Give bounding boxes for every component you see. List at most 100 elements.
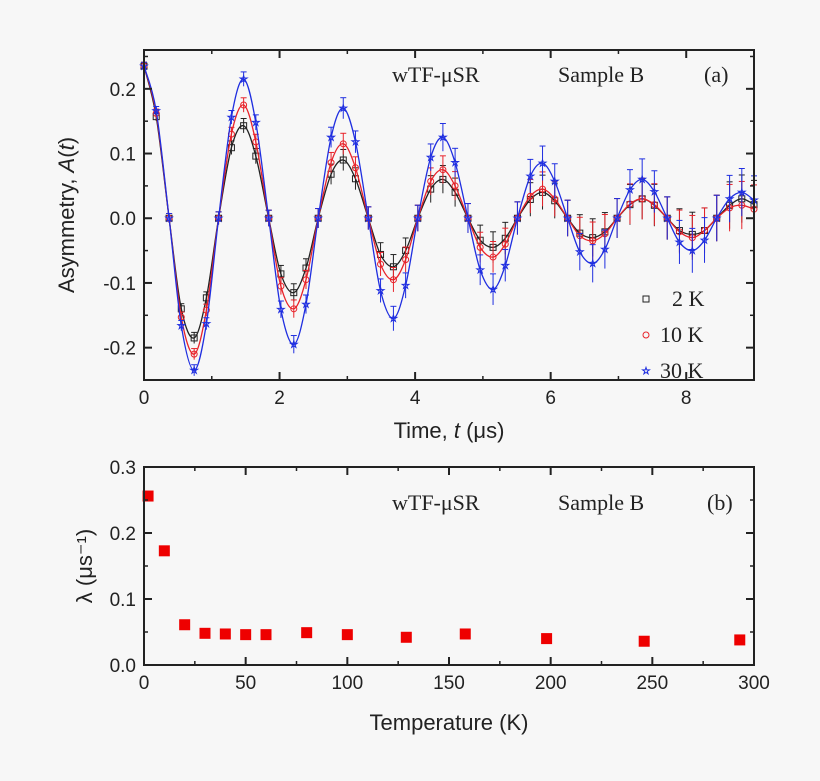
data-point-30k [313, 212, 324, 223]
y-label-var: A [54, 158, 79, 175]
y-tick-label: 0.1 [110, 145, 136, 166]
data-point-30k [525, 170, 536, 181]
x-tick-label: 8 [681, 388, 692, 409]
data-point-30k [724, 193, 735, 203]
data-point-10k [451, 182, 459, 190]
x-tick-label: 150 [433, 673, 465, 694]
x-tick-label: 4 [410, 388, 421, 409]
data-point-2k [240, 122, 248, 130]
x-label-var: t [454, 418, 461, 443]
data-point-30k [226, 112, 237, 122]
data-point-10k [339, 140, 347, 148]
panel-a-x-axis-label: Time, t (μs) [394, 418, 505, 443]
lambda-data-point [301, 627, 313, 639]
lambda-data-point [400, 631, 412, 643]
data-point-30k [699, 234, 710, 245]
data-point-30k [250, 117, 261, 127]
x-label-text: Time, [394, 418, 454, 443]
y-label-text: Asymmetry, [54, 172, 79, 293]
data-point-30k [201, 318, 212, 328]
lambda-data-point [240, 629, 252, 641]
legend-marker-10k [642, 331, 650, 339]
legend-marker-2k [642, 295, 650, 303]
data-point-10k [501, 240, 509, 248]
legend-label-2k: 2 K [672, 286, 705, 311]
y-tick-label: 0.3 [110, 458, 136, 479]
data-point-30k [412, 212, 423, 223]
fit-curve-2k [143, 66, 755, 339]
lambda-data-point [541, 633, 553, 645]
y-label-paren-close: ) [54, 137, 79, 144]
data-point-10k [377, 260, 385, 268]
data-point-30k [649, 186, 660, 196]
data-point-30k [338, 102, 349, 113]
panel-b-y-axis-label: λ (μs⁻¹) [72, 529, 97, 603]
panel-a-data [139, 60, 759, 376]
legend: 2 K 10 K 30 K [641, 286, 705, 383]
legend-label-10k: 10 K [660, 322, 704, 347]
panel-b: 0 50 100 150 200 250 300 0.0 0.1 0.2 0.3 wTF-μSR S… [72, 458, 770, 735]
data-point-30k [275, 304, 286, 314]
lambda-data-point [734, 634, 746, 646]
panel-a-y-axis-label: Asymmetry, A(t) [54, 137, 79, 293]
panel-a-label: (a) [704, 62, 728, 87]
data-point-30k [574, 246, 585, 257]
data-point-10k [539, 185, 547, 193]
x-tick-label: 2 [274, 388, 285, 409]
x-label-unit: (μs) [460, 418, 504, 443]
data-point-2k [339, 156, 347, 164]
data-point-30k [711, 212, 722, 223]
data-point-10k [402, 256, 410, 264]
data-point-30k [475, 264, 486, 275]
data-point-10k [202, 306, 210, 314]
lambda-data-point [219, 628, 231, 640]
panel-b-annotation-method: wTF-μSR [392, 490, 480, 515]
panel-b-data [142, 490, 746, 647]
data-point-30k [549, 176, 560, 186]
x-tick-label: 6 [545, 388, 556, 409]
data-point-10k [240, 101, 248, 109]
y-tick-label: -0.2 [103, 339, 136, 360]
y-tick-label: -0.1 [103, 274, 136, 295]
panel-b-ticks: 0 50 100 150 200 250 300 0.0 0.1 0.2 0.3 [110, 458, 770, 694]
data-point-10k [589, 237, 597, 245]
data-point-10k [476, 243, 484, 251]
legend-marker-30k [641, 365, 651, 376]
panel-a-frame [143, 49, 755, 381]
data-point-30k [612, 212, 622, 223]
data-point-30k [263, 212, 274, 223]
data-point-30k [637, 174, 648, 184]
data-point-10k [526, 192, 534, 200]
x-tick-label: 100 [331, 673, 363, 694]
data-point-30k [674, 236, 685, 247]
data-point-2k [190, 334, 198, 342]
data-point-30k [375, 285, 386, 295]
data-point-30k [687, 245, 698, 255]
data-point-10k [190, 350, 198, 358]
lambda-data-point [158, 545, 170, 557]
x-tick-label: 300 [738, 673, 770, 694]
x-tick-label: 50 [235, 673, 256, 694]
x-tick-label: 0 [139, 673, 150, 694]
lambda-data-point [142, 490, 154, 502]
y-tick-label: 0.0 [110, 209, 136, 230]
data-point-30k [238, 73, 249, 84]
lambda-data-point [179, 619, 191, 631]
data-point-10k [439, 166, 447, 174]
lambda-data-point [260, 629, 272, 641]
y-tick-label: 0.1 [110, 590, 136, 611]
data-point-30k [587, 258, 598, 268]
data-point-30k [164, 212, 174, 223]
data-point-30k [325, 132, 337, 142]
fit-curve-10k [143, 66, 755, 355]
lambda-data-point [199, 627, 211, 639]
panel-b-annotation-sample: Sample B [558, 490, 644, 515]
x-tick-label: 250 [636, 673, 668, 694]
data-point-30k [487, 284, 499, 294]
data-point-30k [189, 364, 200, 375]
panel-a: 0 2 4 6 8-0.2-0.10.00.10.2 wTF-μSR Sample B … [54, 49, 759, 443]
data-point-30k [213, 212, 224, 223]
data-point-30k [425, 152, 436, 162]
lambda-data-point [638, 635, 650, 647]
